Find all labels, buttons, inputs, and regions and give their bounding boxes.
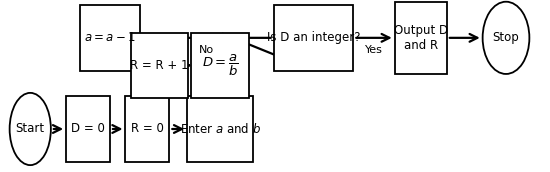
Text: D = 0: D = 0 xyxy=(71,122,105,136)
Text: $D = \dfrac{a}{b}$: $D = \dfrac{a}{b}$ xyxy=(201,53,239,78)
Text: Is D an integer?: Is D an integer? xyxy=(267,31,360,44)
FancyBboxPatch shape xyxy=(125,96,169,162)
Text: Output D
and R: Output D and R xyxy=(394,24,448,52)
FancyBboxPatch shape xyxy=(131,33,188,98)
FancyBboxPatch shape xyxy=(66,96,110,162)
Text: R = R + 1: R = R + 1 xyxy=(130,59,189,72)
Text: $a = a - 1$: $a = a - 1$ xyxy=(84,31,136,44)
Text: Enter $a$ and $b$: Enter $a$ and $b$ xyxy=(179,122,261,136)
FancyBboxPatch shape xyxy=(191,33,249,98)
Ellipse shape xyxy=(483,2,529,74)
Text: Stop: Stop xyxy=(493,31,519,44)
Text: Start: Start xyxy=(16,122,45,136)
FancyBboxPatch shape xyxy=(273,5,353,71)
Text: No: No xyxy=(199,45,214,55)
FancyBboxPatch shape xyxy=(187,96,253,162)
FancyBboxPatch shape xyxy=(80,5,140,71)
Text: R = 0: R = 0 xyxy=(131,122,164,136)
Text: Yes: Yes xyxy=(365,45,383,55)
FancyBboxPatch shape xyxy=(395,2,447,74)
Ellipse shape xyxy=(10,93,51,165)
